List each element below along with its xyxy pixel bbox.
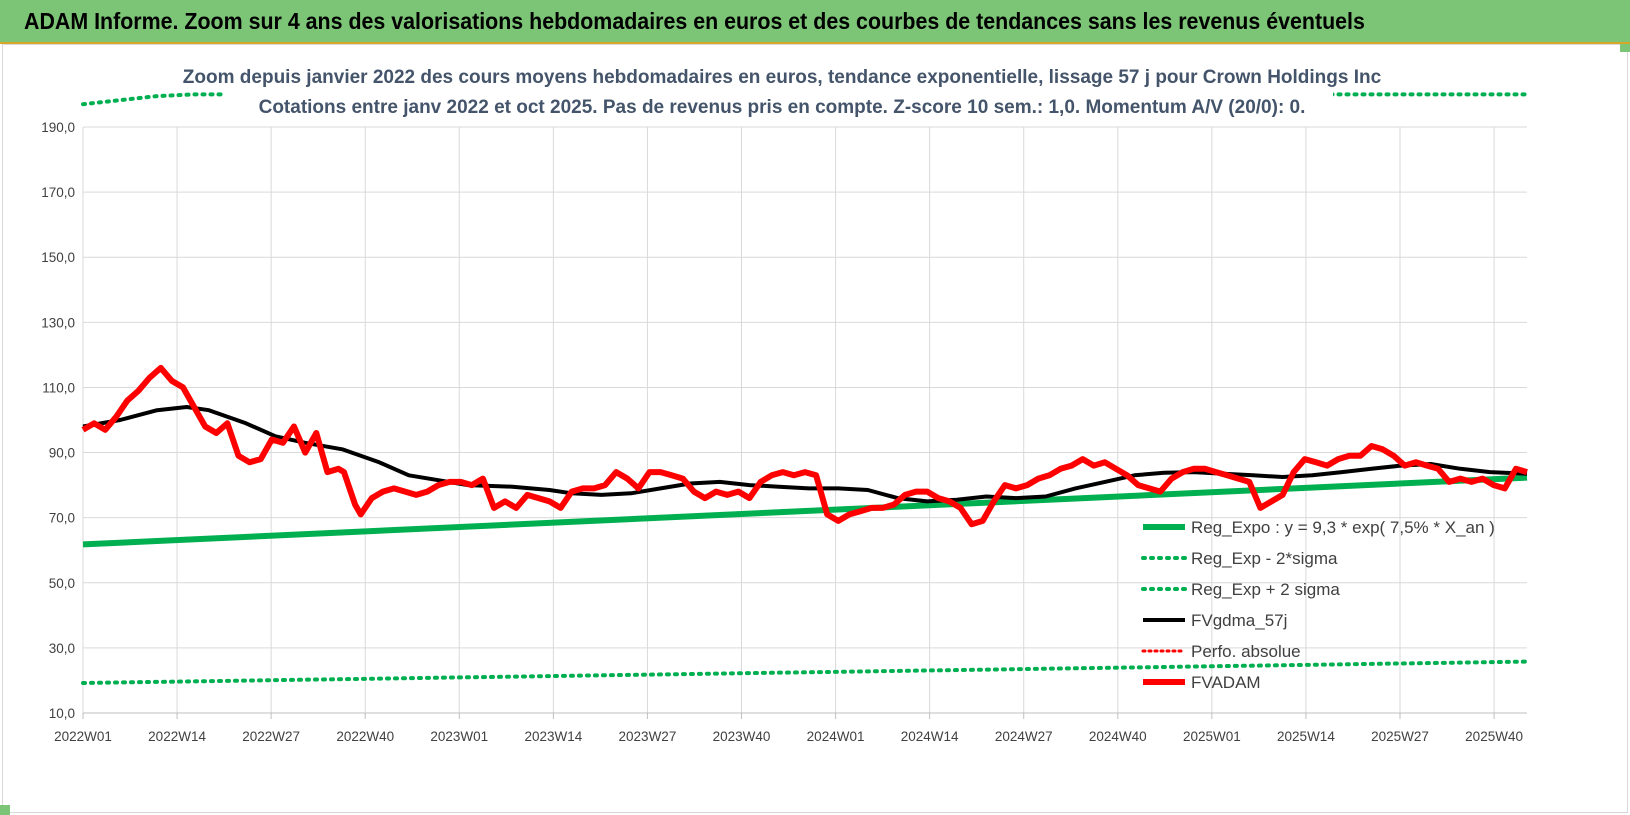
chart-title: Zoom depuis janvier 2022 des cours moyen… <box>183 61 1382 121</box>
legend-label: FVgdma_57j <box>1191 611 1287 630</box>
x-tick-label: 2022W40 <box>336 729 394 744</box>
x-tick-label: 2023W14 <box>524 729 582 744</box>
y-tick-label: 110,0 <box>42 380 75 395</box>
y-tick-label: 130,0 <box>41 315 75 330</box>
x-tick-label: 2025W14 <box>1277 729 1335 744</box>
x-tick-label: 2024W14 <box>901 729 959 744</box>
y-tick-label: 190,0 <box>41 120 75 135</box>
corner-marker-bottom-left <box>0 805 10 815</box>
x-tick-label: 2023W40 <box>713 729 771 744</box>
y-tick-label: 70,0 <box>49 511 75 526</box>
x-tick-label: 2024W01 <box>807 729 865 744</box>
legend-label: Reg_Exp + 2 sigma <box>1191 580 1340 599</box>
y-tick-label: 10,0 <box>49 706 75 721</box>
chart-title-line-2: Cotations entre janv 2022 et oct 2025. P… <box>259 97 1306 118</box>
grid-layer <box>82 126 1527 714</box>
x-tick-label: 2024W40 <box>1089 729 1147 744</box>
header-bar: ADAM Informe. Zoom sur 4 ans des valoris… <box>0 0 1630 44</box>
chart-frame: 10,0 30,0 50,0 70,0 90,0 110,0 130,0 150,0 170,0… <box>2 44 1628 813</box>
y-tick-label: 90,0 <box>49 446 75 461</box>
x-tick-label: 2025W01 <box>1183 729 1241 744</box>
x-tick-label: 2022W27 <box>242 729 300 744</box>
axis-layer: 10,0 30,0 50,0 70,0 90,0 110,0 130,0 150,0 170,0… <box>41 120 1527 744</box>
legend-label: Perfo. absolue <box>1191 642 1301 661</box>
legend: Reg_Expo : y = 9,3 * exp( 7,5% * X_an ) R… <box>1141 518 1495 692</box>
legend-label: Reg_Expo : y = 9,3 * exp( 7,5% * X_an ) <box>1191 518 1495 537</box>
x-tick-label: 2022W01 <box>54 729 112 744</box>
x-tick-label: 2023W27 <box>619 729 677 744</box>
y-tick-label: 50,0 <box>49 576 75 591</box>
x-tick-label: 2023W01 <box>430 729 488 744</box>
x-tick-label: 2025W27 <box>1371 729 1429 744</box>
y-tick-label: 30,0 <box>49 641 75 656</box>
x-tick-label: 2024W27 <box>995 729 1053 744</box>
corner-marker-top-right <box>1620 44 1630 52</box>
title-background <box>223 61 1333 121</box>
y-tick-label: 170,0 <box>41 185 75 200</box>
x-tick-label: 2025W40 <box>1465 729 1523 744</box>
x-tick-label: 2022W14 <box>148 729 206 744</box>
legend-label: FVADAM <box>1191 673 1261 692</box>
series-fvgdma-57j <box>82 405 1528 504</box>
chart-title-line-1: Zoom depuis janvier 2022 des cours moyen… <box>183 67 1382 88</box>
page-title: ADAM Informe. Zoom sur 4 ans des valoris… <box>24 8 1365 34</box>
series-reg-exp-minus-2sigma <box>81 659 1529 685</box>
legend-label: Reg_Exp - 2*sigma <box>1191 549 1338 568</box>
y-tick-label: 150,0 <box>41 250 75 265</box>
chart-svg: 10,0 30,0 50,0 70,0 90,0 110,0 130,0 150,0 170,0… <box>41 61 1529 744</box>
series-fvadam <box>81 364 1528 528</box>
